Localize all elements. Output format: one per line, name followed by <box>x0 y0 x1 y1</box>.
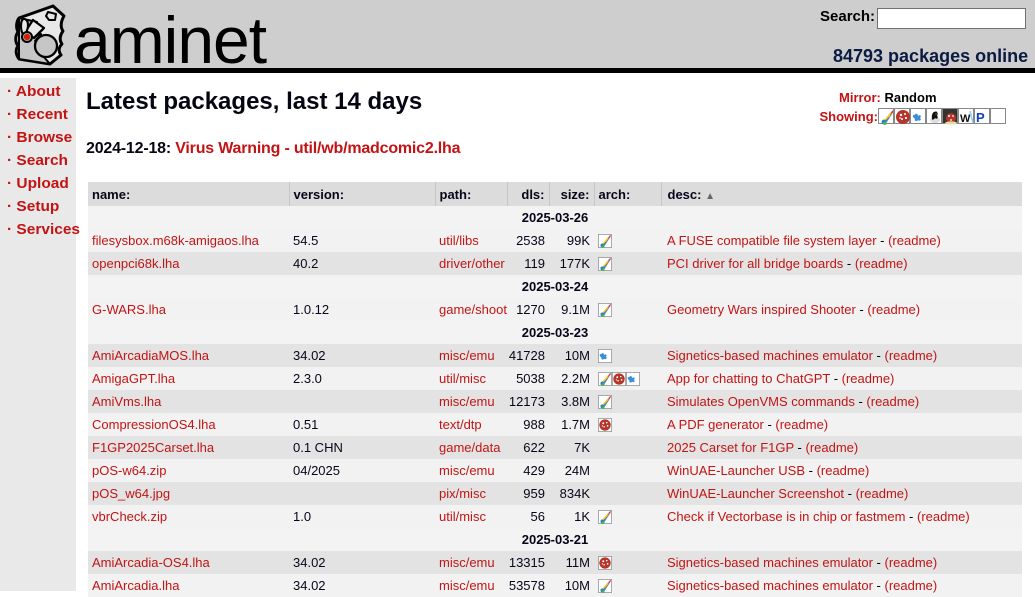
svg-text:P: P <box>976 110 985 125</box>
svg-text:W: W <box>960 113 971 125</box>
